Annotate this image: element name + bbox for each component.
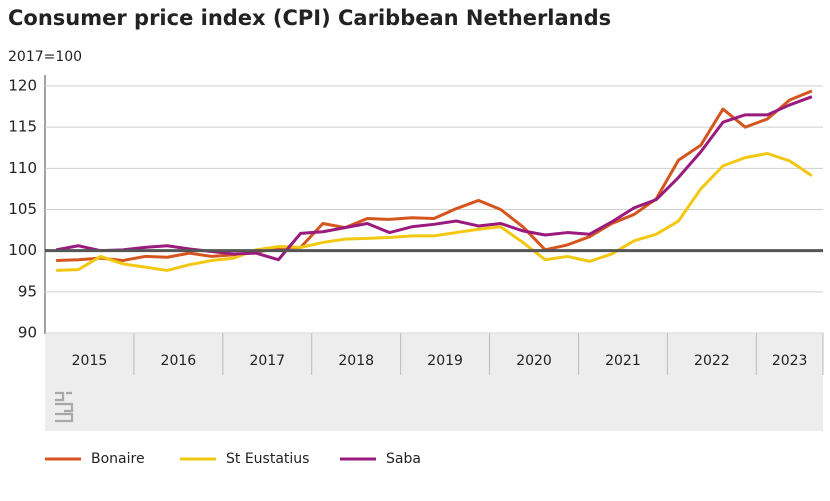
y-tick-label: 120 <box>8 77 37 95</box>
y-tick-label: 90 <box>18 324 37 342</box>
legend-label: St Eustatius <box>226 451 309 467</box>
y-tick-label: 110 <box>8 159 37 177</box>
x-tick-label: 2023 <box>772 353 808 369</box>
x-tick-label: 2015 <box>72 353 108 369</box>
logo <box>55 391 74 423</box>
series-line <box>56 152 813 272</box>
y-tick-label: 95 <box>18 282 37 300</box>
chart-title: Consumer price index (CPI) Caribbean Net… <box>8 6 611 30</box>
x-tick-label: 2020 <box>516 353 552 369</box>
x-tick-label: 2019 <box>427 353 463 369</box>
legend-label: Bonaire <box>91 451 145 467</box>
x-tick-label: 2021 <box>605 353 641 369</box>
x-tick-label: 2017 <box>249 353 285 369</box>
x-tick-label: 2022 <box>694 353 730 369</box>
series-line <box>56 89 813 263</box>
y-tick-label: 115 <box>8 118 37 136</box>
series-line <box>55 95 813 262</box>
x-tick-label: 2018 <box>338 353 374 369</box>
x-axis-band <box>45 334 823 431</box>
y-tick-label: 100 <box>8 241 37 259</box>
x-tick-label: 2016 <box>161 353 197 369</box>
legend-label: Saba <box>386 451 421 467</box>
y-axis-label: 2017=100 <box>8 49 82 65</box>
y-tick-label: 105 <box>8 200 37 218</box>
